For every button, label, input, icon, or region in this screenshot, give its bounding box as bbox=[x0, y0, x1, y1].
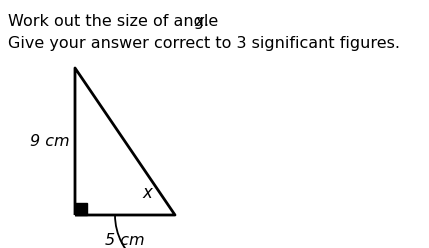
Text: Work out the size of angle: Work out the size of angle bbox=[8, 14, 224, 29]
Text: .: . bbox=[203, 14, 208, 29]
Polygon shape bbox=[75, 203, 87, 215]
Text: 9 cm: 9 cm bbox=[30, 134, 70, 149]
Text: x: x bbox=[194, 14, 203, 29]
Text: Give your answer correct to 3 significant figures.: Give your answer correct to 3 significan… bbox=[8, 36, 400, 51]
Text: 5 cm: 5 cm bbox=[105, 233, 145, 248]
Text: x: x bbox=[142, 184, 152, 202]
